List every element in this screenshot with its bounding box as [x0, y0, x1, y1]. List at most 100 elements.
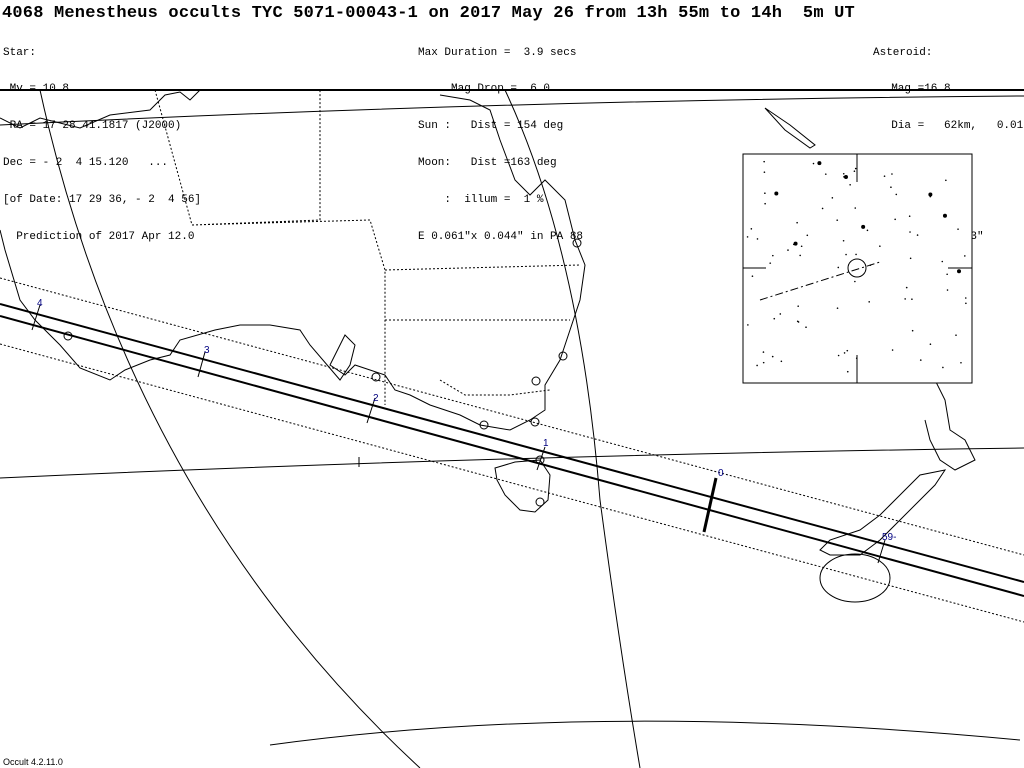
time-tick [31, 304, 41, 331]
asteroid-track [759, 261, 881, 301]
field-star [769, 262, 772, 264]
site-marker [531, 376, 541, 386]
site-marker [572, 238, 582, 248]
new-zealand-coastline [819, 379, 976, 556]
path-limit-north [0, 277, 1024, 556]
field-star [780, 360, 783, 363]
field-star [869, 264, 872, 266]
field-star [763, 171, 766, 173]
field-star [836, 219, 839, 221]
field-star [965, 302, 967, 305]
field-star [942, 366, 944, 369]
field-star [747, 324, 749, 326]
field-star [911, 329, 914, 332]
star-line: Dec = - 2 4 15.120 ... [3, 157, 169, 170]
field-star [771, 355, 774, 358]
time-tick [366, 397, 376, 424]
field-star [796, 320, 799, 323]
field-star [911, 298, 913, 300]
field-star [831, 197, 834, 199]
field-star [855, 357, 858, 360]
page-title: 4068 Menestheus occults TYC 5071-00043-1… [2, 4, 855, 23]
latitude-line [0, 95, 1024, 126]
field-star [879, 245, 881, 247]
field-star [929, 343, 932, 345]
field-star [764, 202, 766, 205]
field-star [762, 361, 765, 364]
longitude-line [39, 89, 421, 768]
field-star [806, 234, 809, 237]
site-marker [479, 420, 489, 430]
field-star [846, 349, 849, 352]
field-star [837, 266, 840, 269]
asteroid-line: Dia = 62km, 0.019" [878, 120, 1024, 133]
field-star [787, 249, 789, 251]
field-star [945, 179, 947, 182]
event-line: : illum = 1 % [418, 194, 544, 207]
field-star [762, 351, 765, 353]
field-star [842, 239, 845, 242]
time-label: 1 [543, 438, 549, 449]
field-star [957, 228, 959, 230]
latitude-line [269, 720, 1021, 746]
field-star [895, 193, 898, 196]
event-line: Moon: Dist =163 deg [418, 157, 557, 170]
path-edge-north [0, 303, 1024, 583]
state-border [154, 89, 581, 405]
event-line: Max Duration = 3.9 secs [418, 46, 577, 59]
field-star [928, 192, 933, 197]
field-star [854, 207, 857, 209]
field-star [796, 221, 798, 224]
field-star [957, 269, 962, 274]
field-star [846, 370, 849, 373]
field-star [964, 297, 967, 299]
field-star [868, 301, 870, 303]
field-star [946, 273, 948, 276]
field-star [836, 307, 839, 309]
field-star [843, 175, 848, 180]
field-star [797, 305, 799, 307]
field-star [824, 173, 827, 175]
field-star [946, 289, 949, 291]
field-star [890, 186, 892, 188]
path-limit-south [0, 343, 1024, 623]
site-marker [530, 417, 540, 427]
field-star [821, 207, 824, 210]
field-star [866, 229, 869, 232]
field-star [746, 236, 749, 238]
time-label: 3 [204, 345, 210, 356]
field-star [955, 334, 957, 336]
field-star [793, 241, 798, 246]
field-star [774, 191, 779, 196]
time-label: 4 [37, 298, 43, 309]
field-star [764, 192, 766, 195]
field-star [964, 255, 966, 257]
field-star [904, 298, 906, 300]
field-star [960, 361, 962, 364]
star-line: RA = 17 28 41.1817 (J2000) [3, 120, 182, 133]
field-star [842, 172, 845, 175]
field-star [854, 280, 856, 283]
field-star [750, 228, 753, 230]
field-star [751, 275, 754, 277]
field-star [817, 161, 822, 166]
field-star [800, 245, 803, 248]
field-star [891, 173, 893, 175]
asteroid-line: Asteroid: [873, 46, 933, 59]
latitude-line [0, 447, 1024, 479]
uncertainty-ellipse [819, 553, 891, 603]
star-line: Prediction of 2017 Apr 12.0 [3, 231, 195, 244]
field-star [854, 167, 857, 170]
australia-coastline [0, 89, 586, 431]
time-label: 0 [718, 468, 724, 479]
field-star [805, 326, 807, 328]
field-star [942, 213, 947, 218]
inset-frame [742, 153, 973, 384]
field-star [909, 231, 911, 233]
field-star [849, 183, 851, 186]
field-star [779, 313, 782, 315]
field-star [861, 224, 866, 229]
time-label: 2 [373, 393, 379, 404]
field-star [812, 162, 815, 165]
